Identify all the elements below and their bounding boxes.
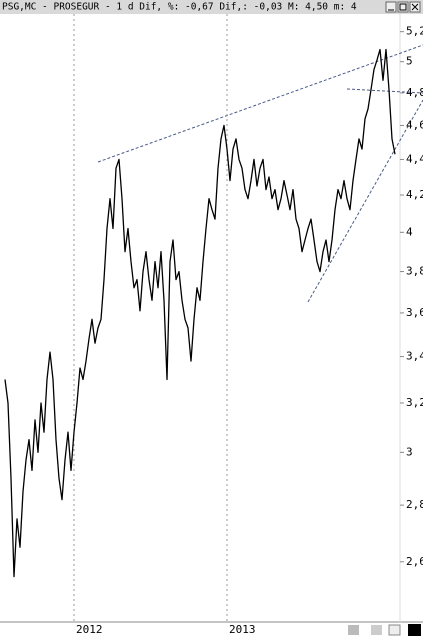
tool-icon[interactable]: [348, 625, 359, 635]
y-tick-label: 2,8: [406, 498, 423, 511]
y-tick-label: 2,6: [406, 555, 423, 568]
y-tick-label: 4,4: [406, 152, 423, 165]
tool-icon[interactable]: [371, 625, 382, 635]
y-tick-label: 3,4: [406, 350, 423, 363]
y-tick-label: 5,2: [406, 25, 423, 38]
trend-lines: [97, 44, 423, 303]
tool-icon[interactable]: [408, 624, 421, 636]
title-bar: [0, 0, 423, 14]
maximize-button[interactable]: [397, 1, 409, 13]
close-icon: [411, 3, 419, 11]
y-tick-label: 3,2: [406, 396, 423, 409]
trend-line: [346, 88, 423, 94]
price-line: [4, 48, 396, 578]
y-tick-label: 4,8: [406, 86, 423, 99]
y-tick-label: 5: [406, 55, 413, 68]
trend-line: [307, 99, 423, 303]
tool-icon[interactable]: [388, 624, 401, 636]
y-tick-label: 4,6: [406, 118, 423, 131]
y-tick-label: 3,8: [406, 265, 423, 278]
trend-line: [97, 44, 423, 163]
y-tick-label: 3: [406, 445, 413, 458]
toolbar-icons: [348, 624, 421, 636]
x-tick-label: 2012: [76, 623, 103, 636]
y-tick-label: 4: [406, 225, 413, 238]
y-tick-label: 3,6: [406, 306, 423, 319]
window-buttons[interactable]: [385, 1, 421, 13]
maximize-icon: [399, 3, 407, 11]
minimize-button[interactable]: [385, 1, 397, 13]
y-tick-label: 4,2: [406, 188, 423, 201]
x-tick-label: 2013: [229, 623, 256, 636]
chart-title: PSG,MC - PROSEGUR - 1 d Dif, %: -0,67 Di…: [2, 2, 357, 13]
